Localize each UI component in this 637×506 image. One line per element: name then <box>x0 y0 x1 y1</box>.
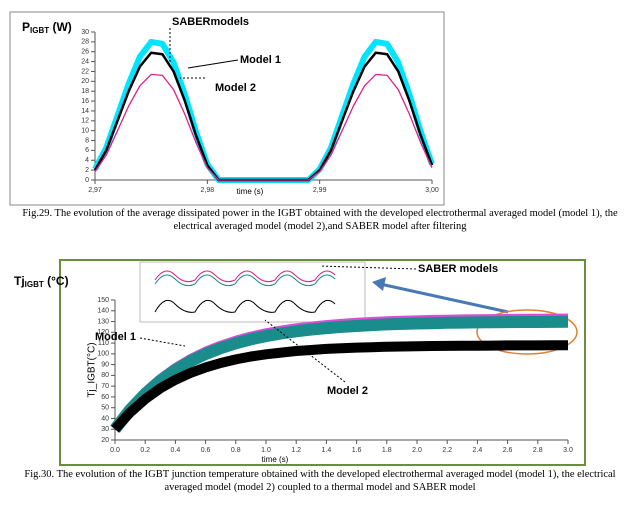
y-tick-label: 30 <box>81 29 89 36</box>
x-tick-label: 2.4 <box>473 447 483 454</box>
y-tick-label: 150 <box>97 297 109 304</box>
x-tick-label: 0.4 <box>171 447 181 454</box>
caption-box: Fig.29. The evolution of the average dis… <box>22 208 618 232</box>
y-tick-label: 26 <box>81 49 89 56</box>
caption: Fig.29. The evolution of the average dis… <box>22 208 618 232</box>
y-title: PIGBT (W) <box>22 20 72 35</box>
x-tick-label: 2,99 <box>313 187 327 194</box>
y-tick-label: 60 <box>101 394 109 401</box>
x-tick-label: 2,97 <box>88 187 102 194</box>
x-axis-label: time (s) <box>237 187 264 196</box>
series-label: SABERmodels <box>172 16 249 28</box>
x-tick-label: 1.0 <box>261 447 271 454</box>
y-title: TjIGBT (°C) <box>14 274 69 289</box>
y-tick-label: 20 <box>81 78 89 85</box>
x-tick-label: 2.2 <box>442 447 452 454</box>
x-tick-label: 2.8 <box>533 447 543 454</box>
series-label: Model 2 <box>215 82 256 94</box>
x-tick-label: 1.2 <box>291 447 301 454</box>
x-tick-label: 0.0 <box>110 447 120 454</box>
y-title-part: Tj <box>14 274 25 288</box>
series-label: SABER models <box>418 263 498 275</box>
y-title-part: P <box>22 20 30 34</box>
y-title-part: (°C) <box>44 274 69 288</box>
y-tick-label: 130 <box>97 318 109 325</box>
x-tick-label: 0.8 <box>231 447 241 454</box>
y-tick-label: 40 <box>101 415 109 422</box>
y-tick-label: 6 <box>85 147 89 154</box>
y-title-part: IGBT <box>25 280 44 289</box>
y-tick-label: 18 <box>81 88 89 95</box>
y-tick-label: 16 <box>81 98 89 105</box>
leader <box>264 319 346 383</box>
y-title-part: (W) <box>49 20 72 34</box>
y-tick-label: 2 <box>85 167 89 174</box>
y-tick-label: 90 <box>101 361 109 368</box>
x-tick-label: 2.6 <box>503 447 513 454</box>
y-tick-label: 14 <box>81 108 89 115</box>
y-axis-label: Tj_IGBT(°C) <box>87 342 98 397</box>
series-label: Model 1 <box>95 331 136 343</box>
y-tick-label: 0 <box>85 177 89 184</box>
series-line <box>94 73 433 181</box>
y-tick-label: 20 <box>101 437 109 444</box>
highlight <box>476 309 578 355</box>
series-line <box>110 315 569 433</box>
y-tick-label: 10 <box>81 128 89 135</box>
x-tick-label: 3.0 <box>563 447 573 454</box>
x-tick-label: 2,98 <box>201 187 215 194</box>
x-tick-label: 0.2 <box>140 447 150 454</box>
caption-box: Fig.30. The evolution of the IGBT juncti… <box>24 469 616 493</box>
y-title-part: IGBT <box>30 26 49 35</box>
y-tick-label: 4 <box>85 157 89 164</box>
arrow-head <box>372 277 386 291</box>
y-tick-label: 140 <box>97 308 109 315</box>
y-tick-label: 22 <box>81 68 89 75</box>
leader <box>187 59 239 69</box>
y-tick-label: 50 <box>101 405 109 412</box>
y-tick-label: 110 <box>98 340 109 347</box>
y-tick-label: 30 <box>101 426 109 433</box>
y-tick-label: 120 <box>97 329 109 336</box>
x-tick-label: 1.8 <box>382 447 392 454</box>
y-tick-label: 100 <box>97 351 109 358</box>
y-tick-label: 12 <box>81 118 89 125</box>
y-tick-label: 80 <box>101 372 109 379</box>
series-line <box>111 340 568 433</box>
x-tick-label: 3,00 <box>425 187 439 194</box>
y-tick-label: 70 <box>101 383 109 390</box>
caption: Fig.30. The evolution of the IGBT juncti… <box>24 469 616 493</box>
x-tick-label: 1.4 <box>322 447 332 454</box>
y-tick-label: 8 <box>85 137 89 144</box>
series-label: Model 1 <box>240 54 281 66</box>
series-label: Model 2 <box>327 385 368 397</box>
x-tick-label: 1.6 <box>352 447 362 454</box>
x-tick-label: 0.6 <box>201 447 211 454</box>
inset <box>139 261 366 323</box>
y-tick-label: 28 <box>81 39 89 46</box>
leader <box>319 265 417 270</box>
x-tick-label: 2.0 <box>412 447 422 454</box>
arrow <box>379 282 509 314</box>
x-axis-label: time (s) <box>262 455 289 464</box>
y-tick-label: 24 <box>81 58 89 65</box>
